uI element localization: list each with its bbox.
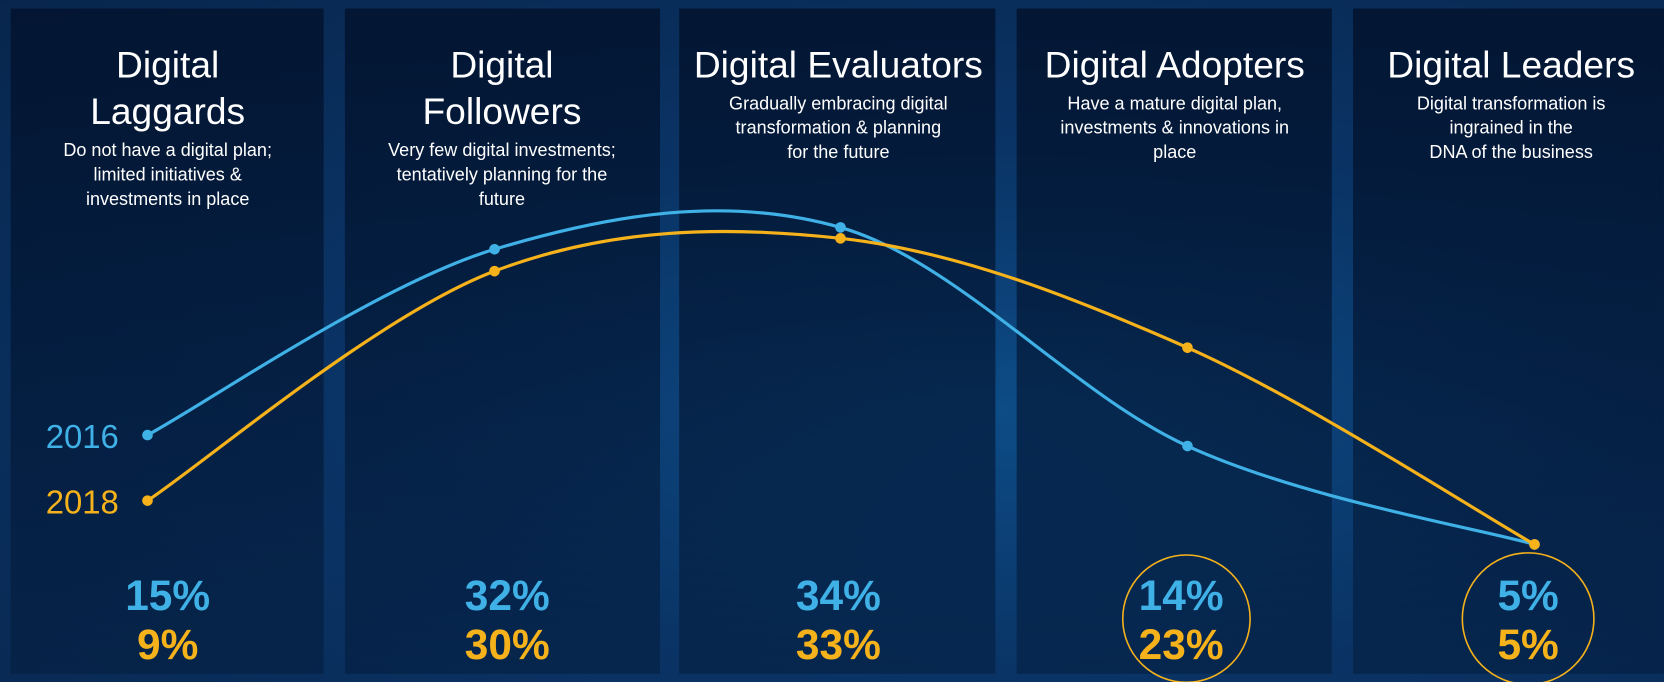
column-description: Very few digital investments; tentativel… (388, 140, 616, 210)
panel (679, 8, 996, 674)
value-label: 34% (796, 572, 881, 619)
value-label: 30% (465, 621, 550, 668)
column-description: Have a mature digital plan, investments … (1060, 93, 1290, 163)
series-line (146, 209, 1535, 546)
value-label: 32% (465, 572, 550, 619)
highlight-ring (1121, 554, 1251, 682)
highlight-ring (1461, 552, 1595, 682)
column-title: Digital Adopters (1044, 44, 1305, 86)
column-header: Digital Laggards Do not have a digital pl… (8, 42, 326, 211)
column-description: Gradually embracing digital transformati… (729, 93, 948, 163)
data-point (489, 243, 500, 255)
data-point (835, 222, 846, 233)
column-header: Digital Followers Very few digital invest… (343, 42, 661, 211)
data-point (835, 233, 846, 244)
value-label: 14% (1139, 572, 1224, 619)
column-description: Digital transformation is ingrained in t… (1416, 93, 1606, 163)
column-title: Digital Leaders (1387, 44, 1636, 86)
panel (1353, 8, 1664, 674)
data-point (142, 495, 153, 506)
panel (344, 8, 661, 674)
series-line (146, 229, 1536, 546)
column-title: Digital Laggards (90, 44, 246, 133)
data-point (142, 429, 153, 441)
column-header: Digital Leaders Digital transformation is… (1352, 42, 1664, 164)
value-label: 9% (137, 621, 198, 668)
value-label: 33% (796, 621, 881, 668)
legend-label: 2018 (46, 483, 119, 520)
data-point (489, 265, 500, 277)
panel (10, 8, 324, 674)
column-title: Digital Followers (422, 44, 582, 133)
column-header: Digital Adopters Have a mature digital pl… (1016, 42, 1334, 164)
value-label: 15% (125, 572, 210, 619)
value-label: 5% (1497, 621, 1558, 668)
column-title: Digital Evaluators (693, 44, 983, 86)
value-label: 23% (1139, 621, 1224, 668)
legend-label: 2016 (46, 418, 119, 455)
data-point (1182, 342, 1193, 353)
value-label: 5% (1497, 572, 1558, 619)
data-point (1182, 440, 1193, 452)
column-header: Digital Evaluators Gradually embracing di… (679, 42, 997, 164)
data-point (1529, 539, 1540, 550)
column-description: Do not have a digital plan; limited init… (63, 140, 272, 210)
